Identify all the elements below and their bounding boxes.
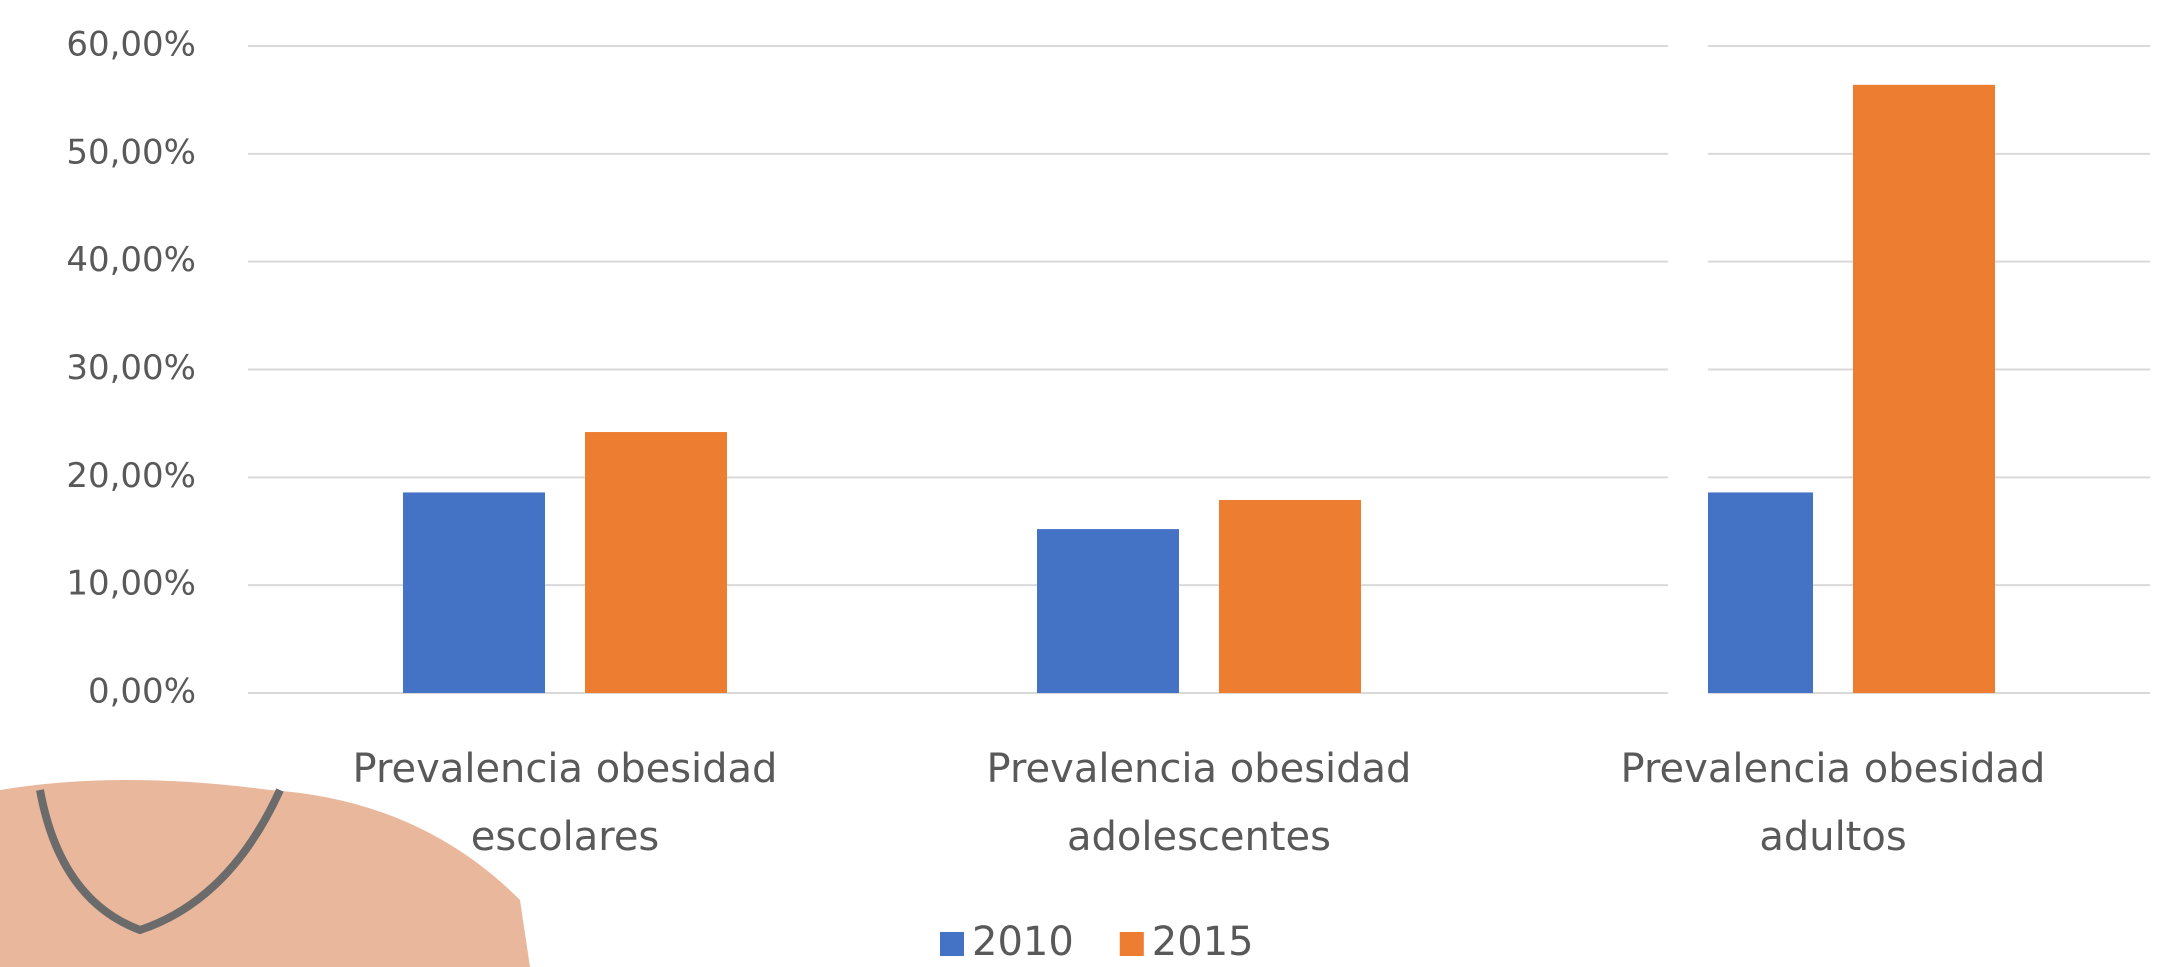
y-tick-label: 50,00% [66,132,196,172]
bar [1037,529,1179,693]
y-tick-label: 0,00% [88,672,196,712]
page: {"chart_data": {"type": "bar", "categori… [0,0,2167,967]
y-tick-label: 30,00% [66,348,196,388]
bar [1853,85,1995,693]
x-tick-label: Prevalencia obesidad adolescentes [919,735,1479,871]
x-tick-label: Prevalencia obesidad escolares [285,735,845,871]
legend-swatch [1120,932,1144,956]
legend-label: 2010 [972,919,1074,965]
y-tick-label: 20,00% [66,456,196,496]
y-tick-label: 40,00% [66,240,196,280]
bar [403,492,545,693]
bar [585,432,727,693]
x-tick-label: Prevalencia obesidad adultos [1553,735,2113,871]
legend-label: 2015 [1152,919,1254,965]
legend-swatch [940,932,964,956]
y-tick-label: 10,00% [66,564,196,604]
bar [1219,500,1361,693]
y-tick-label: 60,00% [66,25,196,65]
